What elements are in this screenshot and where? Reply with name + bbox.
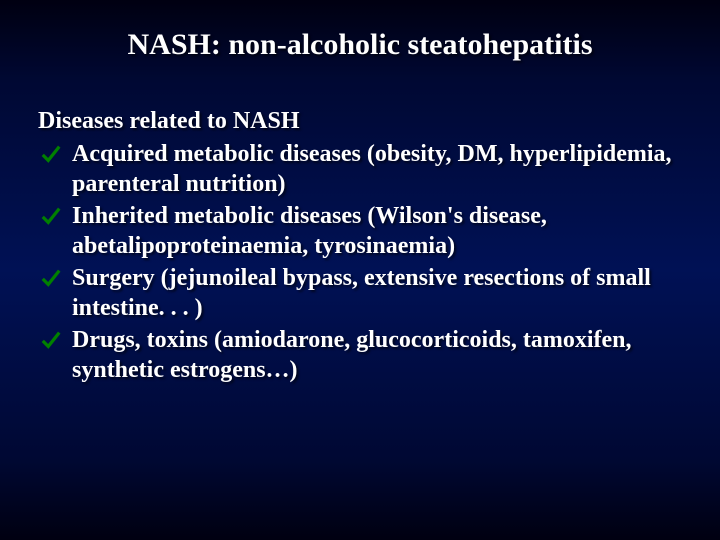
slide: NASH: non-alcoholic steatohepatitis Dise… — [0, 0, 720, 540]
list-item: Surgery (jejunoileal bypass, extensive r… — [38, 263, 682, 323]
list-item: Drugs, toxins (amiodarone, glucocorticoi… — [38, 325, 682, 385]
checkmark-icon — [40, 205, 62, 227]
list-item: Inherited metabolic diseases (Wilson's d… — [38, 201, 682, 261]
checkmark-icon — [40, 143, 62, 165]
list-item-text: Surgery (jejunoileal bypass, extensive r… — [72, 265, 651, 321]
list-item: Acquired metabolic diseases (obesity, DM… — [38, 139, 682, 199]
list-item-text: Inherited metabolic diseases (Wilson's d… — [72, 203, 547, 259]
bullet-list: Acquired metabolic diseases (obesity, DM… — [38, 139, 682, 385]
list-item-text: Acquired metabolic diseases (obesity, DM… — [72, 141, 672, 197]
checkmark-icon — [40, 329, 62, 351]
slide-subheading: Diseases related to NASH — [38, 108, 682, 135]
slide-title: NASH: non-alcoholic steatohepatitis — [78, 28, 642, 62]
checkmark-icon — [40, 267, 62, 289]
list-item-text: Drugs, toxins (amiodarone, glucocorticoi… — [72, 327, 632, 383]
